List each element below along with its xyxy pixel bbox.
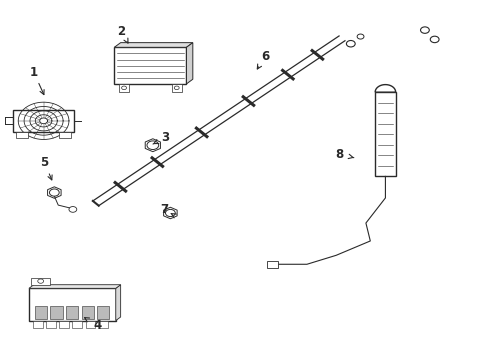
Bar [171,84,181,92]
Text: 1: 1 [30,66,38,79]
Bar [50,306,62,319]
Text: 8: 8 [335,148,343,161]
Text: 5: 5 [41,156,49,169]
Bar [72,320,82,328]
Circle shape [147,141,158,149]
Bar [59,320,69,328]
Bar [266,261,277,268]
Bar [85,320,95,328]
Bar [114,47,186,84]
Polygon shape [29,285,121,288]
Bar [35,306,47,319]
Polygon shape [116,285,121,320]
Text: 4: 4 [93,319,101,332]
Bar [16,132,28,138]
Text: 2: 2 [117,25,125,38]
Bar [99,320,108,328]
Bar [374,92,395,176]
Bar [31,278,50,285]
Circle shape [49,189,59,196]
Text: 7: 7 [160,203,168,216]
Circle shape [165,210,175,217]
Bar [119,84,129,92]
Text: 3: 3 [161,131,169,144]
Circle shape [69,207,77,212]
Text: 6: 6 [260,50,268,63]
Bar [13,110,74,132]
Polygon shape [186,42,192,84]
Bar [29,288,116,320]
Polygon shape [114,42,192,47]
Bar [59,132,71,138]
Bar [97,306,109,319]
Bar [33,320,42,328]
Bar [81,306,94,319]
Polygon shape [374,85,395,92]
Bar [46,320,56,328]
Bar [66,306,78,319]
